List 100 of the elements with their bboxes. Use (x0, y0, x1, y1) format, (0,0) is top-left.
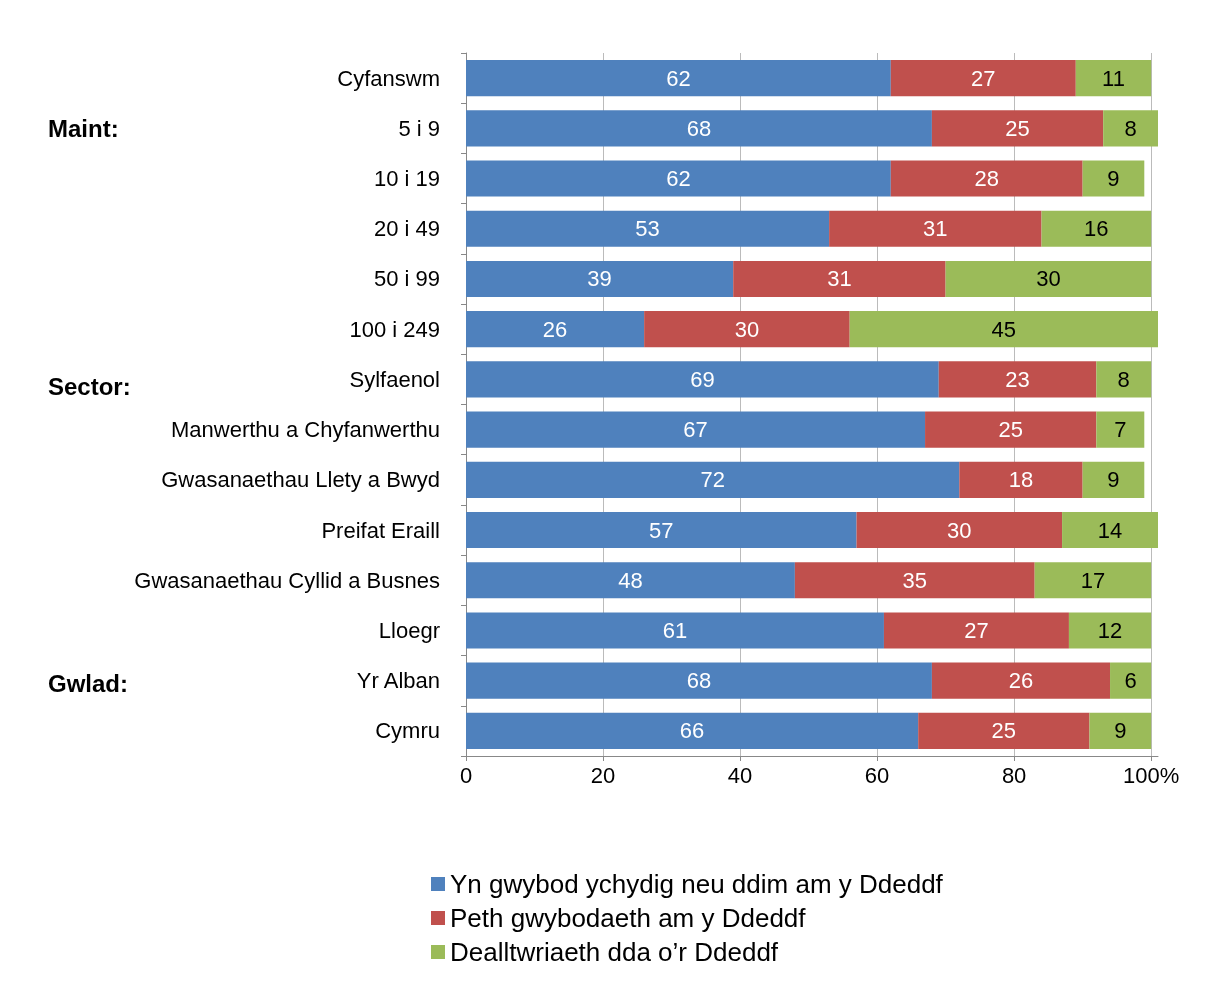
bar (644, 311, 850, 348)
bar (1096, 361, 1152, 398)
text: Maint: (48, 114, 119, 142)
x-tick-label: 20 (590, 762, 616, 788)
data-label: 16 (1084, 216, 1109, 242)
bar (466, 210, 830, 247)
bar (918, 712, 1090, 749)
data-label: 7 (1114, 417, 1127, 443)
bar (883, 612, 1069, 649)
bar (890, 60, 1076, 97)
bar (1110, 662, 1152, 699)
data-label: 25 (991, 718, 1017, 744)
bar (829, 210, 1042, 247)
bar (466, 110, 932, 147)
data-label: 6 (1124, 668, 1137, 694)
data-label: 26 (1008, 668, 1034, 694)
y-tick-label: 20 i 49 (373, 216, 440, 242)
bar (466, 60, 891, 97)
text: Sector: (48, 373, 131, 401)
legend-label: Dealltwriaeth dda o’r Ddeddf (450, 937, 779, 967)
y-tick-label: Preifat Eraill (321, 517, 440, 543)
data-label: 35 (902, 567, 928, 593)
bar (890, 160, 1083, 197)
data-label: 31 (923, 216, 948, 242)
bar (938, 361, 1097, 398)
x-tick-label: 60 (864, 762, 890, 788)
text: Gwlad: (48, 670, 129, 698)
y-tick-label: Sylfaenol (349, 366, 440, 392)
bar (466, 361, 939, 398)
data-label: 12 (1097, 617, 1123, 643)
bar (466, 511, 857, 549)
bar (931, 662, 1111, 699)
data-label: 66 (679, 718, 705, 744)
bar (1075, 60, 1152, 97)
bar (733, 260, 946, 298)
data-label: 72 (700, 467, 725, 493)
bar (466, 311, 645, 348)
data-label: 11 (1102, 65, 1125, 91)
bar (466, 612, 884, 649)
bar (466, 160, 891, 197)
data-label: 62 (666, 166, 691, 192)
x-tick-label: 40 (727, 762, 753, 788)
data-label: 8 (1117, 366, 1130, 392)
data-label: 23 (1005, 366, 1030, 392)
y-tick-label: Yr Alban (356, 668, 440, 694)
bar (1062, 511, 1158, 549)
data-label: 30 (1036, 266, 1061, 292)
y-tick-label: 10 i 19 (373, 166, 440, 192)
bar (466, 411, 926, 448)
data-label: 9 (1107, 166, 1120, 192)
y-tick-label: 50 i 99 (373, 266, 440, 292)
bar (1082, 160, 1145, 197)
x-tick-label: 0 (459, 762, 473, 788)
bar (794, 562, 1035, 599)
data-label: 69 (690, 366, 715, 392)
data-label: 68 (686, 668, 712, 694)
x-tick-label: 80 (1001, 762, 1027, 788)
bar (925, 411, 1097, 448)
data-label: 25 (1005, 115, 1030, 141)
data-label: 9 (1107, 467, 1120, 493)
bar (1103, 110, 1158, 147)
data-label: 30 (734, 316, 760, 342)
y-tick-label: Cymru (375, 718, 440, 744)
bar (1089, 712, 1152, 749)
bar (1082, 461, 1145, 498)
data-label: 9 (1114, 718, 1127, 744)
data-label: 61 (662, 617, 688, 643)
data-label: 67 (683, 417, 708, 443)
y-tick-label: Gwasanaethau Cyllid a Busnes (134, 567, 440, 593)
data-label: 68 (686, 115, 712, 141)
bar (466, 461, 960, 498)
bar (466, 712, 919, 749)
data-label: 26 (542, 316, 568, 342)
data-label: 30 (947, 517, 972, 543)
bar (945, 260, 1152, 298)
bar (466, 260, 734, 298)
bar (856, 511, 1063, 549)
bar (1096, 411, 1145, 448)
data-label: 31 (827, 266, 852, 292)
bar (849, 311, 1158, 348)
data-label: 39 (587, 266, 612, 292)
data-label: 17 (1080, 567, 1106, 593)
data-label: 28 (974, 166, 999, 192)
data-label: 53 (635, 216, 660, 242)
data-label: 27 (971, 65, 996, 91)
bar (931, 110, 1104, 147)
y-tick-label: 100 i 249 (349, 316, 440, 342)
bar (1041, 210, 1152, 247)
y-tick-label: Lloegr (378, 617, 440, 643)
data-label: 25 (998, 417, 1023, 443)
bar (466, 562, 795, 599)
data-label: 14 (1097, 517, 1123, 543)
data-label: 62 (666, 65, 691, 91)
x-tick-label: 100% (1123, 762, 1180, 788)
bar (466, 662, 932, 699)
y-tick-label: Gwasanaethau Llety a Bwyd (161, 467, 440, 493)
legend-label: Yn gwybod ychydig neu ddim am y Ddeddf (450, 869, 944, 899)
y-tick-label: Manwerthu a Chyfanwerthu (170, 417, 440, 443)
y-tick-label: 5 i 9 (398, 115, 440, 141)
y-tick-label: Cyfanswm (337, 65, 440, 91)
